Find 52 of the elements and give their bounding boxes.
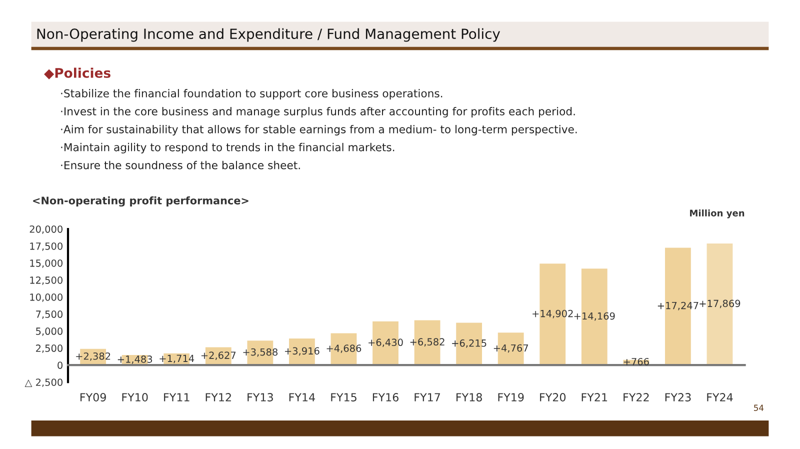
chart-title: Non-Operating Income and Expenditure / Fund Management Policy — [37, 28, 500, 42]
x-tick-label: FY12 — [206, 393, 231, 402]
x-tick-label: FY15 — [331, 393, 356, 402]
x-tick-label: FY19 — [498, 393, 524, 402]
data-label: +2,382 — [76, 352, 110, 361]
y-tick-label: 10,000 — [30, 294, 62, 302]
text: ·Ensure the soundness of the balance sheet. — [61, 160, 300, 170]
data-label: +4,767 — [494, 344, 528, 353]
x-tick-label: FY10 — [122, 393, 148, 402]
y-tick-label: 2,500 — [36, 344, 62, 353]
text: ·Invest in the core business and manage surplus funds after accounting for profits each period. — [61, 107, 575, 118]
data-label: +1,483 — [118, 356, 152, 364]
x-tick-label: FY16 — [372, 393, 398, 402]
x-tick-label: FY17 — [414, 393, 440, 402]
x-tick-label: FY22 — [624, 393, 649, 402]
x-tick-label: FY18 — [456, 393, 482, 402]
text: ◆Policies — [44, 68, 110, 80]
text: ·Aim for sustainability that allows for stable earnings from a medium- to long-term perspective. — [61, 124, 577, 136]
y-tick-label: 15,000 — [30, 259, 62, 268]
data-label: +6,215 — [452, 339, 486, 348]
data-label: +17,247 — [658, 302, 698, 310]
data-label: +1,714 — [160, 354, 194, 364]
text: 54 — [754, 404, 764, 411]
y-tick-label: △ 2,500 — [24, 378, 62, 387]
data-label: +4,686 — [326, 344, 362, 353]
x-tick-label: FY09 — [80, 393, 106, 402]
x-tick-label: FY24 — [707, 393, 733, 402]
text: ·Maintain agility to respond to trends in the financial markets. — [61, 142, 394, 154]
data-label: +6,430 — [368, 338, 403, 348]
y-tick-label: 7,500 — [36, 310, 62, 319]
x-tick-label: FY23 — [665, 393, 691, 402]
data-label: +6,582 — [410, 338, 444, 347]
x-tick-label: FY14 — [289, 393, 315, 402]
y-tick-label: 0 — [58, 362, 62, 369]
text: ·Stabilize the financial foundation to support core business operations. — [61, 89, 442, 100]
x-tick-label: FY13 — [248, 393, 273, 402]
data-label: +2,627 — [201, 352, 236, 360]
data-label: +14,902 — [532, 310, 573, 318]
data-label: +17,869 — [700, 300, 740, 308]
data-label: +3,588 — [243, 348, 278, 357]
y-tick-label: 20,000 — [30, 225, 62, 234]
y-tick-label: 17,500 — [30, 242, 62, 251]
data-label: +3,916 — [284, 347, 320, 356]
chart-subtitle: <Non-operating profit performance> — [33, 196, 248, 207]
x-tick-label: FY21 — [582, 393, 608, 402]
data-label: +14,169 — [574, 312, 615, 321]
data-label: +766 — [624, 358, 649, 366]
y-axis-title: Million yen — [690, 209, 744, 218]
x-tick-label: FY20 — [540, 393, 566, 402]
y-tick-label: 12,500 — [30, 276, 62, 285]
x-tick-label: FY11 — [164, 393, 190, 402]
y-tick-label: 5,000 — [36, 328, 62, 336]
